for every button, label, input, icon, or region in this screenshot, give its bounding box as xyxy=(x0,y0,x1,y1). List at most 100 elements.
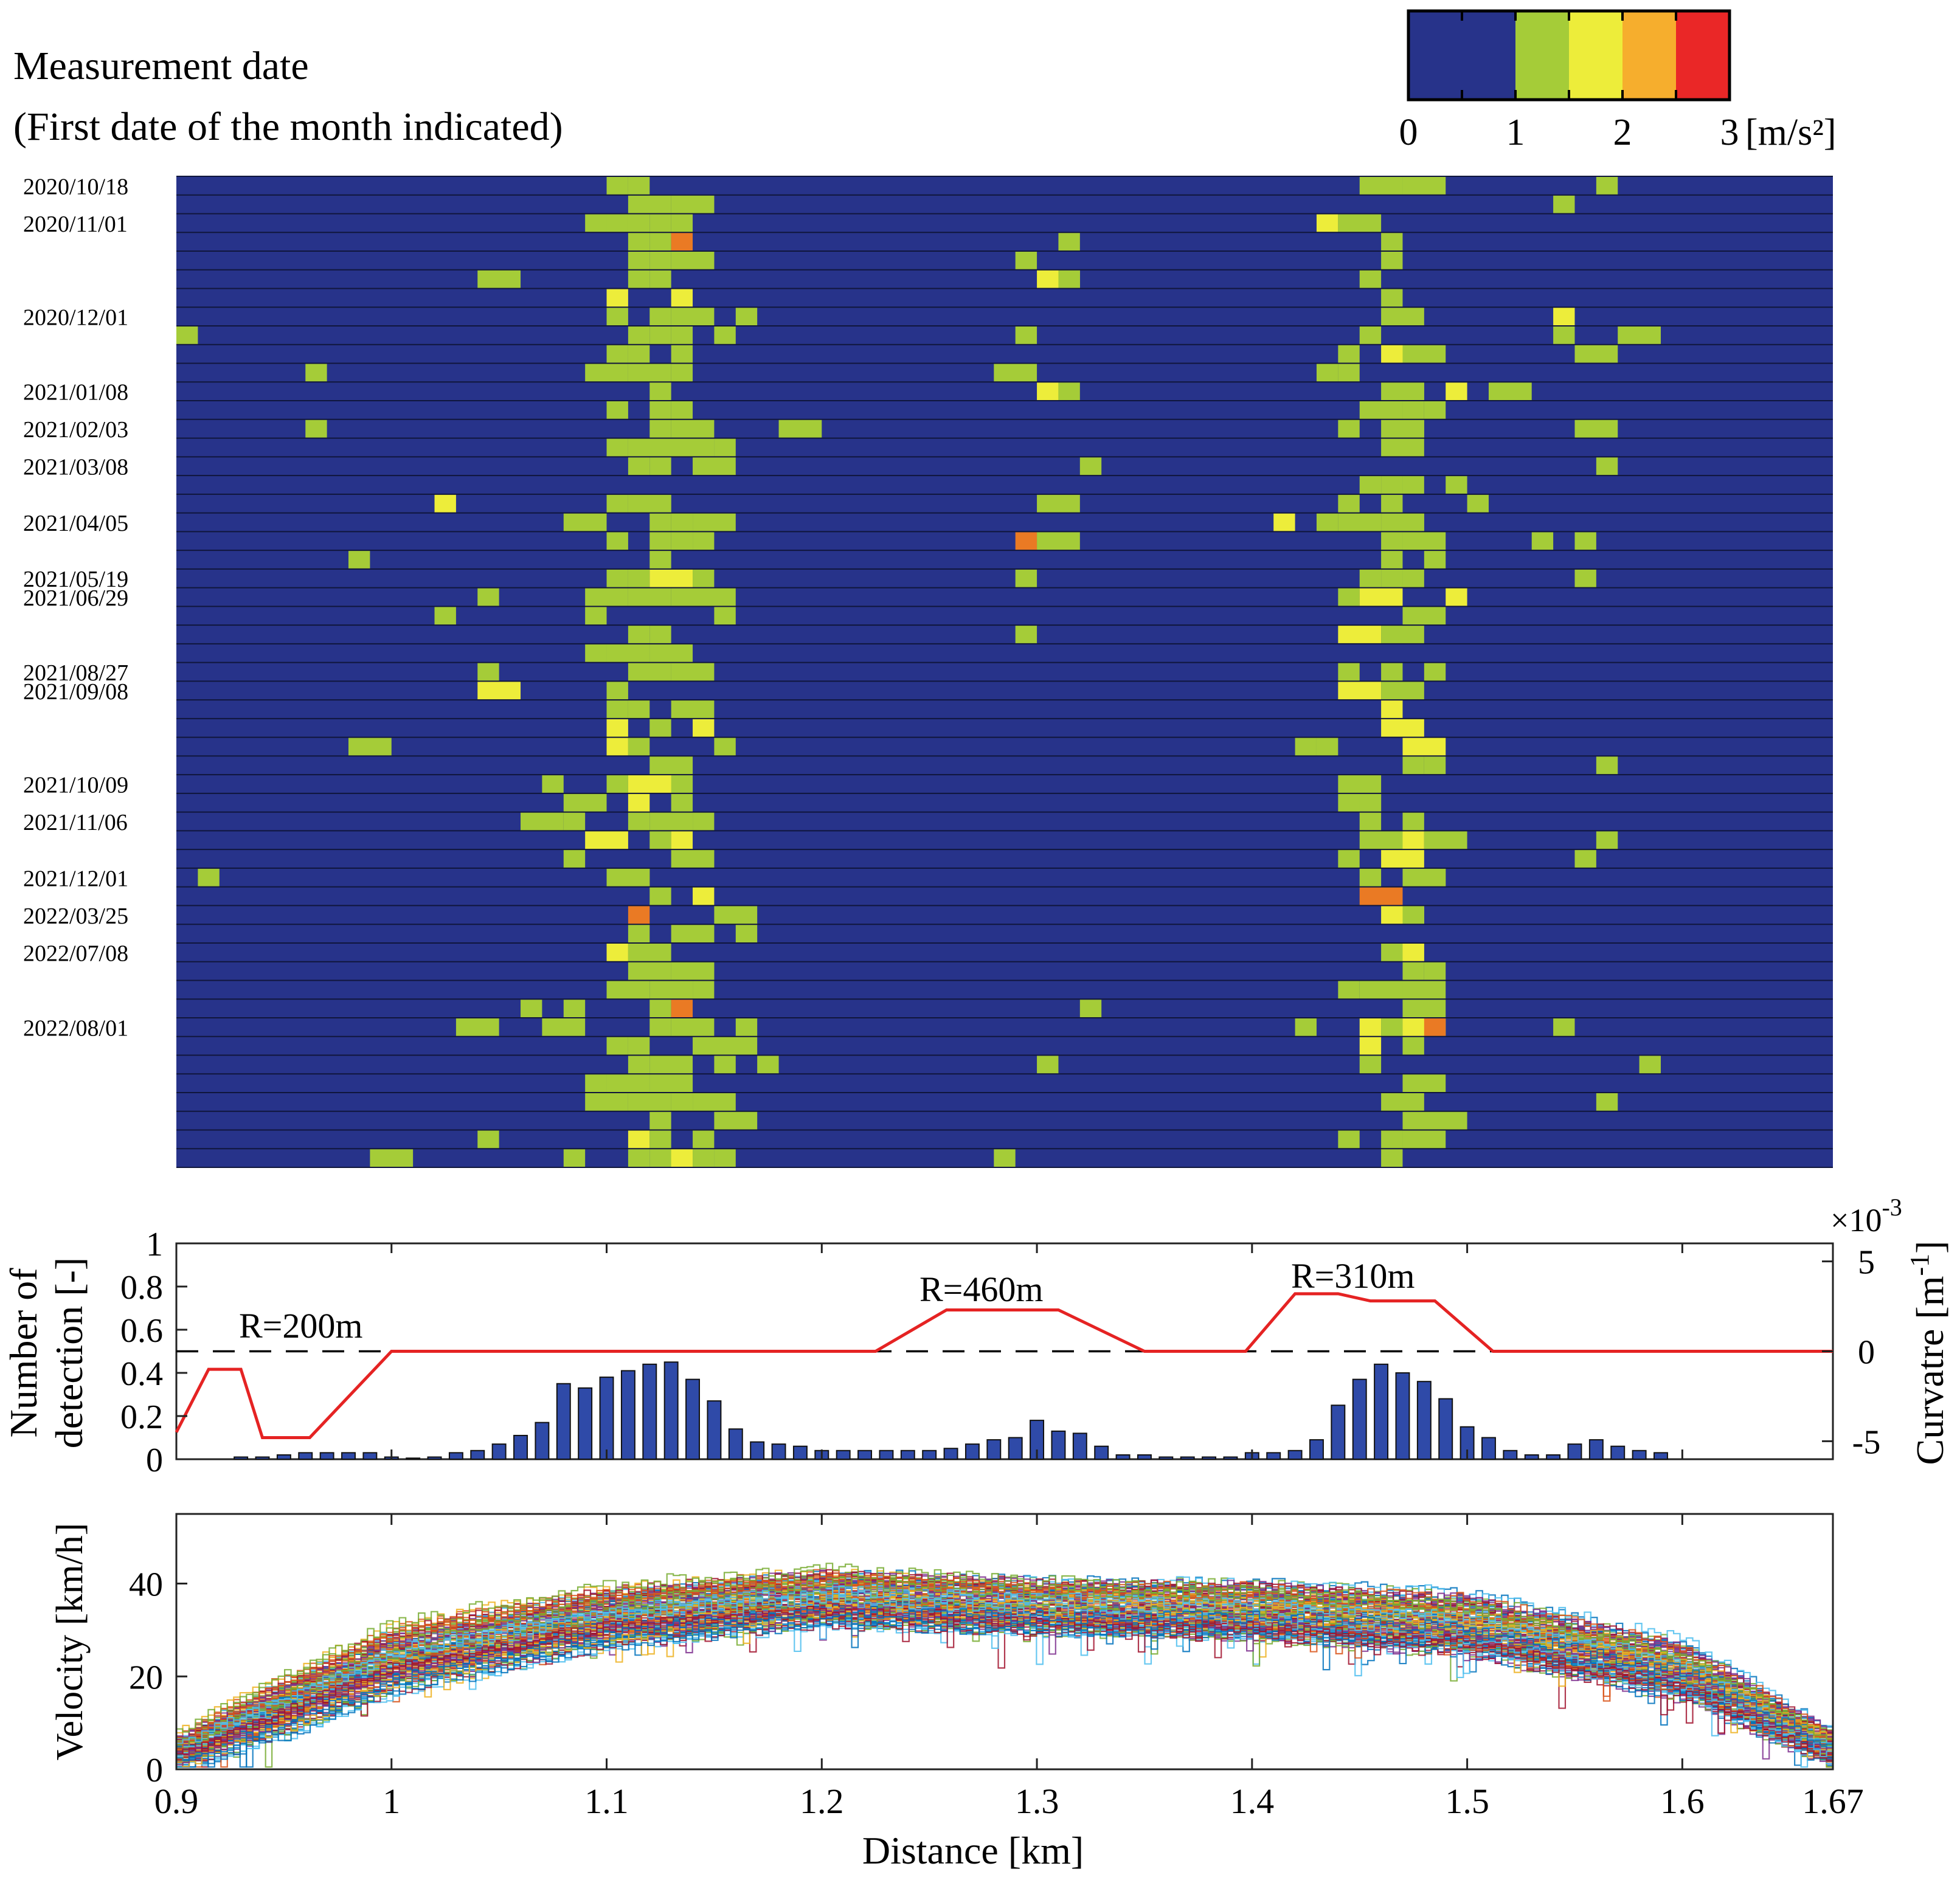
heatmap-cell xyxy=(1079,999,1102,1018)
heatmap-cell xyxy=(1424,868,1446,887)
heatmap-cell xyxy=(1402,737,1446,756)
heatmap-cell xyxy=(1381,625,1424,644)
heatmap-cell xyxy=(1402,942,1424,962)
heatmap-cell xyxy=(606,700,628,719)
heatmap-cell xyxy=(714,905,758,925)
heatmap-cell xyxy=(671,775,693,793)
date-label: 2021/10/09 xyxy=(23,773,128,798)
heatmap-cell xyxy=(649,457,671,476)
heatmap-cell xyxy=(606,307,628,327)
velocity-run-line xyxy=(176,1606,1834,1761)
heatmap-cell xyxy=(628,326,650,345)
date-label: 2021/02/03 xyxy=(23,417,128,443)
heatmap-cell xyxy=(649,662,671,682)
detection-bar xyxy=(234,1456,249,1460)
heatmap-cell xyxy=(1338,662,1360,682)
detection-ylabel-line2: detection [-] xyxy=(47,1257,91,1449)
detection-bar xyxy=(707,1400,722,1460)
velocity-xlabel: Distance [km] xyxy=(862,1829,1084,1872)
heatmap-cell xyxy=(606,213,628,233)
velocity-xtick-label: 0.9 xyxy=(154,1781,199,1821)
heatmap-cell xyxy=(1058,269,1080,289)
heatmap-cell xyxy=(1338,849,1360,868)
heatmap-cell xyxy=(1402,531,1446,551)
detection-bar xyxy=(620,1370,635,1460)
heatmap-cell xyxy=(735,924,758,943)
heatmap-cell xyxy=(649,1130,671,1149)
heatmap-cell xyxy=(649,718,671,738)
heatmap-cell xyxy=(649,251,671,270)
detection-bar xyxy=(1567,1443,1582,1460)
detection-bar xyxy=(792,1445,808,1460)
detection-bar xyxy=(1416,1381,1432,1460)
detection-bar xyxy=(750,1441,765,1460)
detection-bar xyxy=(1137,1454,1152,1460)
date-labels: 2020/10/18 2020/11/01 2020/12/01 2021/01/08… xyxy=(23,174,128,1041)
heatmap-cell xyxy=(649,961,671,981)
heatmap-cell xyxy=(1015,531,1037,551)
heatmap-cell xyxy=(671,756,693,775)
heatmap-cell xyxy=(649,550,671,569)
heatmap-cell xyxy=(606,681,628,700)
heatmap-cell xyxy=(305,419,327,438)
detection-bar xyxy=(362,1452,378,1460)
heatmap-cell xyxy=(649,643,693,663)
heatmap-cell xyxy=(1295,1017,1317,1037)
heatmap-cell xyxy=(1402,1130,1446,1149)
heatmap-cell xyxy=(542,775,564,793)
colorbar-swatch xyxy=(1622,11,1677,100)
colorbar-frame xyxy=(1407,9,1731,102)
heatmap-cell xyxy=(628,1036,650,1056)
heatmap-cell xyxy=(176,326,198,345)
heatmap-cell xyxy=(693,849,715,868)
heatmap-cell xyxy=(1381,288,1403,308)
heatmap-cell xyxy=(628,269,650,289)
heatmap-cell xyxy=(1424,662,1446,682)
heatmap-cell xyxy=(649,232,671,252)
heatmap-cell xyxy=(649,1092,671,1111)
heatmap-cell xyxy=(1316,213,1338,233)
heatmap-cell xyxy=(1424,961,1446,981)
heatmap-cell xyxy=(1402,568,1424,588)
heatmap-cell xyxy=(649,1017,671,1037)
heatmap-cell xyxy=(606,980,650,1000)
detection-ytick-label: 0.8 xyxy=(120,1269,163,1307)
heatmap-cell xyxy=(628,737,650,756)
velocity-ytick-label: 0 xyxy=(146,1752,163,1789)
curvature-multiplier: ×10-3 xyxy=(1830,1194,1902,1239)
heatmap-cell xyxy=(1316,513,1338,532)
heatmap-cell xyxy=(649,494,671,513)
heatmap-cell xyxy=(693,812,715,831)
heatmap-cell xyxy=(628,1130,650,1149)
detection-bar xyxy=(1287,1449,1303,1460)
heatmap-cell xyxy=(628,1074,650,1093)
heatmap-cell xyxy=(1402,1074,1446,1093)
detection-bar xyxy=(341,1452,356,1460)
heatmap-cell xyxy=(1359,176,1403,195)
heatmap-cell xyxy=(1381,550,1403,569)
heatmap-cell xyxy=(994,363,1037,382)
heatmap-background xyxy=(176,176,1833,1167)
heatmap-cell xyxy=(606,1036,628,1056)
heatmap-cell xyxy=(1402,606,1446,626)
heatmap-cell xyxy=(649,886,671,906)
heatmap-cell xyxy=(1574,419,1618,438)
velocity-xtick-label: 1.2 xyxy=(800,1781,844,1821)
date-label: 2022/08/01 xyxy=(23,1015,128,1041)
detection-ylabel-line1: Number of xyxy=(2,1268,45,1438)
heatmap-cell xyxy=(1424,1111,1467,1130)
heatmap-cell xyxy=(563,999,586,1018)
heatmap-cell xyxy=(628,195,671,214)
detection-bar xyxy=(513,1434,528,1460)
colorbar-swatch xyxy=(1462,11,1516,100)
detection-bar xyxy=(578,1387,593,1460)
detection-ytick-label: 0.2 xyxy=(120,1398,163,1436)
heatmap-cell xyxy=(1015,625,1037,644)
heatmap-cell xyxy=(1359,326,1382,345)
heatmap-cell xyxy=(1402,905,1424,925)
heatmap-cell xyxy=(1381,662,1403,682)
date-label: 2021/08/27 xyxy=(23,660,128,686)
heatmap-cell xyxy=(628,700,650,719)
date-label: 2022/03/25 xyxy=(23,903,128,929)
heatmap-cell xyxy=(649,307,671,327)
